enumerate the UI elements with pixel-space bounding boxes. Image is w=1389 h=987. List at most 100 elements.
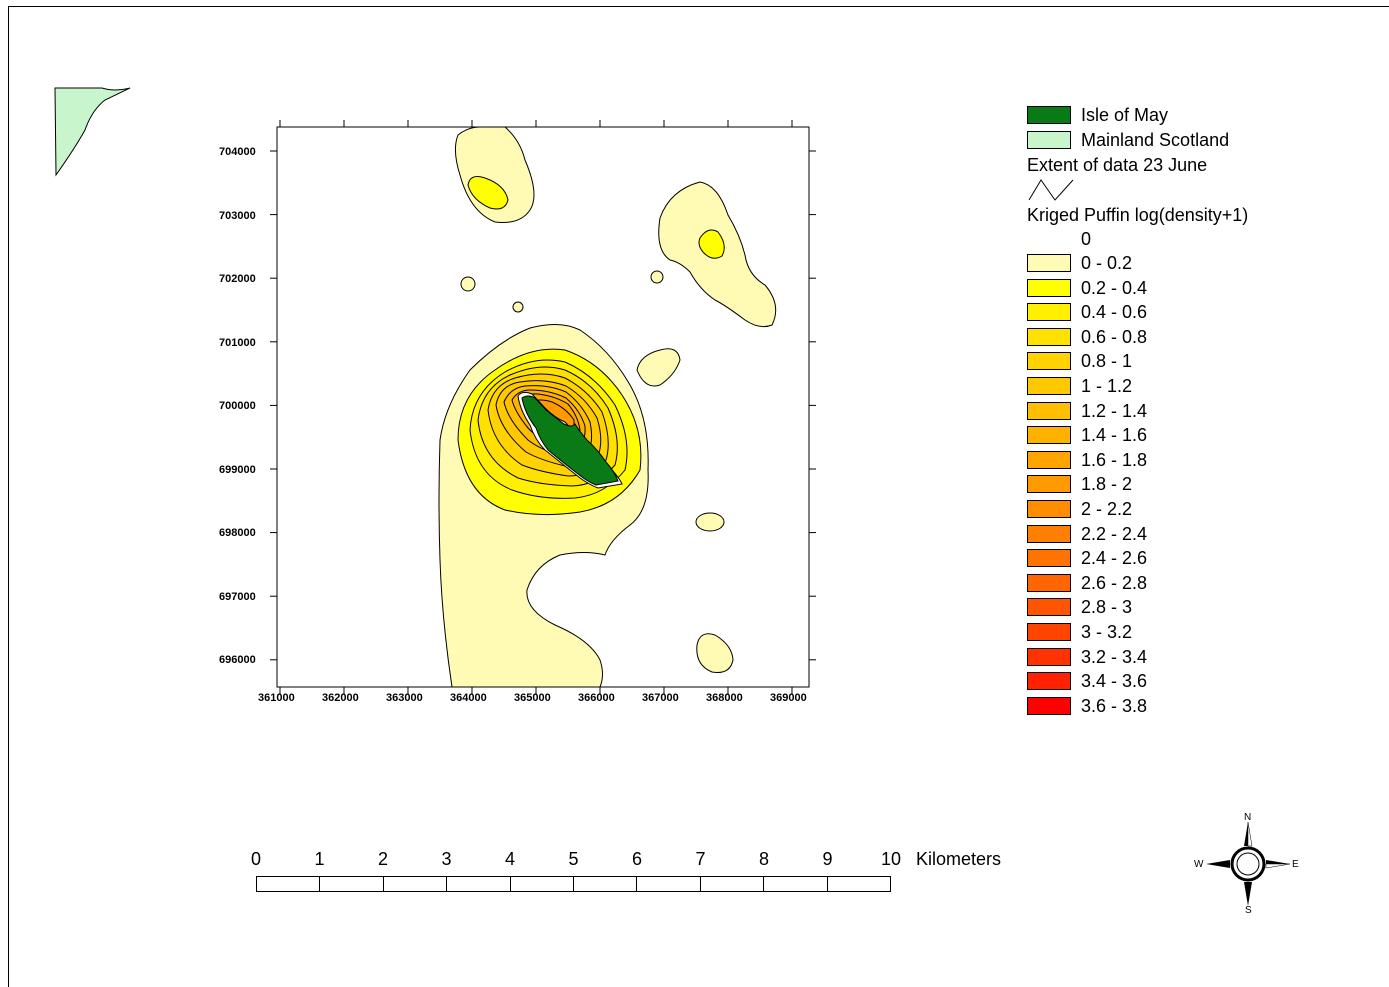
legend-swatch [1027,500,1071,518]
scale-bar-number: 2 [377,849,389,869]
scale-bar-number: 0 [250,849,262,869]
legend-extent-label: Extent of data 23 June [1027,155,1208,175]
scale-bar-number: 3 [441,849,452,869]
scale-bar-segments [256,876,891,892]
y-tick-label: 697000 [219,591,256,603]
legend-label: 1.8 - 2 [1081,474,1133,495]
x-tick-label: 362000 [322,692,359,704]
legend-swatch [1027,672,1071,691]
density-spot-1 [460,276,476,292]
legend-swatch [1027,106,1071,124]
scale-bar-segment [574,877,638,891]
legend-swatch [1027,475,1071,494]
legend-swatch [1027,573,1071,592]
legend-label: 2.4 - 2.6 [1081,548,1148,569]
y-tick-label: 701000 [219,337,256,349]
legend-swatch [1027,549,1071,568]
x-tick-label: 364000 [450,692,487,704]
scale-bar-number: 1 [314,849,325,869]
legend-swatch [1027,426,1071,445]
legend-swatch [1027,352,1071,371]
legend-label: 1.2 - 1.4 [1081,400,1148,421]
y-tick-label: 702000 [219,273,256,285]
legend-swatch [1027,450,1071,469]
legend-swatch [1027,303,1071,322]
y-tick-label: 703000 [219,210,256,222]
legend-label: 3.2 - 3.4 [1081,646,1148,667]
density-spot-5 [695,512,725,532]
legend-label: 1.4 - 1.6 [1081,425,1148,446]
legend-label: 3 - 3.2 [1081,622,1133,642]
legend-label: 0 - 0.2 [1081,253,1133,273]
compass-east-label: E [1292,859,1299,870]
scale-bar-number: 9 [822,849,833,869]
kriged-surface [438,126,777,688]
legend-swatch [1027,377,1071,395]
legend-label: 3.4 - 3.6 [1081,671,1148,692]
scale-bar-segment [384,877,448,891]
legend-label: 2.6 - 2.8 [1081,572,1148,593]
scale-bar-number: 6 [631,849,643,869]
y-tick-label: 700000 [219,400,256,412]
compass-west-label: W [1194,859,1204,870]
isle-of-may-shape [521,395,619,486]
scale-bar-number: 10 [880,849,902,869]
legend-label: 3.6 - 3.8 [1081,695,1148,716]
legend-label: 1 - 1.2 [1081,376,1133,396]
compass-north-label: N [1244,812,1252,823]
density-blob-north-inner [467,176,509,210]
x-tick-label: 369000 [770,692,807,704]
compass-south-label: S [1245,905,1252,916]
legend-swatch [1027,401,1071,420]
legend-label: Isle of May [1081,105,1169,125]
legend-label: 2.8 - 3 [1081,597,1133,618]
x-tick-label: 366000 [578,692,615,704]
legend-label: 2.2 - 2.4 [1081,523,1148,544]
legend-swatch [1027,254,1071,272]
scale-bar-number: 4 [504,849,516,869]
y-tick-label: 696000 [219,654,256,666]
scale-bar-number: 7 [695,849,706,869]
x-tick-label: 365000 [514,692,551,704]
legend-swatch [1027,647,1071,666]
legend-zero-label: 0 [1081,229,1092,249]
scale-bar-number: 5 [568,849,579,869]
density-spot-2 [512,301,524,313]
legend-swatch [1027,327,1071,346]
legend-label: 0.8 - 1 [1081,351,1133,372]
map-ticks [270,120,816,694]
legend-swatch [1027,696,1071,715]
compass-rose-icon [1206,821,1291,906]
legend-label: 1.6 - 1.8 [1081,449,1148,470]
legend-label: 0.6 - 0.8 [1081,326,1148,347]
density-spot-4 [636,348,681,387]
legend-extent-line-icon [1028,179,1074,201]
legend-label: 2 - 2.2 [1081,499,1133,519]
scale-bar-segment [447,877,511,891]
legend-swatch [1027,623,1071,641]
legend-swatch [1027,524,1071,543]
scale-bar-segment [764,877,828,891]
legend-swatch [1027,278,1071,297]
scale-bar-segment [511,877,575,891]
map-frame [8,6,1389,987]
scale-bar-segment [320,877,384,891]
legend-swatch [1027,131,1071,149]
scale-bar-unit: Kilometers [916,849,1002,869]
legend-label: Mainland Scotland [1081,130,1230,150]
density-blob-north [454,126,535,223]
legend-kriged-title: Kriged Puffin log(density+1) [1027,205,1249,225]
north-arrow-compass: N S E W [1192,808,1304,920]
density-blob-northeast-inner [698,229,725,259]
density-spot-6 [696,633,734,673]
density-spot-3 [650,270,664,284]
y-tick-label: 704000 [219,146,256,158]
legend-label: 0.2 - 0.4 [1081,277,1148,298]
scale-bar-number: 8 [758,849,770,869]
scale-bar-segment [701,877,765,891]
mainland-scotland-shape [54,87,131,177]
x-tick-label: 368000 [706,692,743,704]
y-tick-label: 699000 [219,464,256,476]
x-tick-label: 367000 [642,692,679,704]
x-tick-label: 363000 [386,692,423,704]
